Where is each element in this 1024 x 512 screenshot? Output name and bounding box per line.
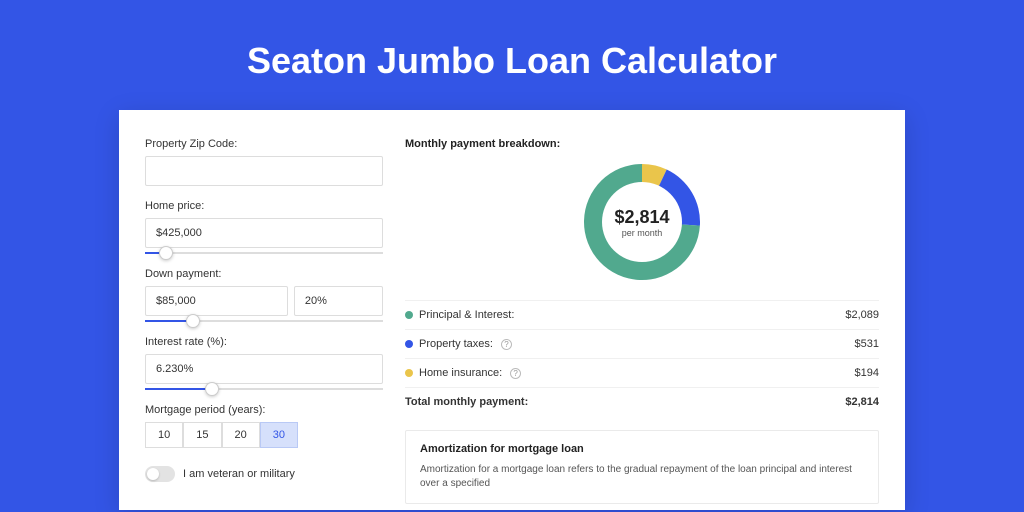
breakdown-total-row: Total monthly payment: $2,814 [405, 387, 879, 416]
breakdown-row-label: Property taxes: [419, 338, 493, 350]
period-button-10[interactable]: 10 [145, 422, 183, 448]
breakdown-row-value: $194 [855, 367, 879, 379]
breakdown-row-label: Home insurance: [419, 367, 502, 379]
zip-label: Property Zip Code: [145, 138, 383, 150]
amortization-block: Amortization for mortgage loan Amortizat… [405, 430, 879, 504]
price-slider[interactable] [145, 252, 383, 254]
donut-chart-container: $2,814 per month [405, 150, 879, 300]
donut-chart: $2,814 per month [582, 162, 702, 282]
breakdown-row: Principal & Interest: $2,089 [405, 300, 879, 329]
breakdown-column: Monthly payment breakdown: $2,814 per mo… [405, 138, 879, 510]
breakdown-row: Property taxes:? $531 [405, 329, 879, 358]
price-label: Home price: [145, 200, 383, 212]
breakdown-row-value: $2,089 [845, 309, 879, 321]
total-label: Total monthly payment: [405, 396, 528, 408]
period-button-group: 10152030 [145, 422, 383, 448]
veteran-label: I am veteran or military [183, 468, 295, 480]
legend-dot [405, 311, 413, 319]
down-label: Down payment: [145, 268, 383, 280]
rate-input[interactable] [145, 354, 383, 384]
rate-slider[interactable] [145, 388, 383, 390]
page-title: Seaton Jumbo Loan Calculator [0, 0, 1024, 110]
down-amount-input[interactable] [145, 286, 288, 316]
help-icon[interactable]: ? [510, 368, 521, 379]
amortization-title: Amortization for mortgage loan [420, 443, 864, 455]
price-input[interactable] [145, 218, 383, 248]
donut-value: $2,814 [614, 207, 669, 228]
rate-label: Interest rate (%): [145, 336, 383, 348]
down-percent-input[interactable] [294, 286, 383, 316]
donut-sub: per month [622, 228, 663, 238]
period-button-15[interactable]: 15 [183, 422, 221, 448]
amortization-text: Amortization for a mortgage loan refers … [420, 463, 864, 491]
breakdown-row: Home insurance:? $194 [405, 358, 879, 387]
help-icon[interactable]: ? [501, 339, 512, 350]
period-button-30[interactable]: 30 [260, 422, 298, 448]
veteran-toggle[interactable] [145, 466, 175, 482]
period-label: Mortgage period (years): [145, 404, 383, 416]
calculator-card: Property Zip Code: Home price: Down paym… [119, 110, 905, 510]
breakdown-title: Monthly payment breakdown: [405, 138, 879, 150]
total-value: $2,814 [845, 396, 879, 408]
breakdown-row-label: Principal & Interest: [419, 309, 514, 321]
breakdown-row-value: $531 [855, 338, 879, 350]
legend-dot [405, 340, 413, 348]
period-button-20[interactable]: 20 [222, 422, 260, 448]
legend-dot [405, 369, 413, 377]
zip-input[interactable] [145, 156, 383, 186]
form-column: Property Zip Code: Home price: Down paym… [145, 138, 383, 510]
down-slider[interactable] [145, 320, 383, 322]
